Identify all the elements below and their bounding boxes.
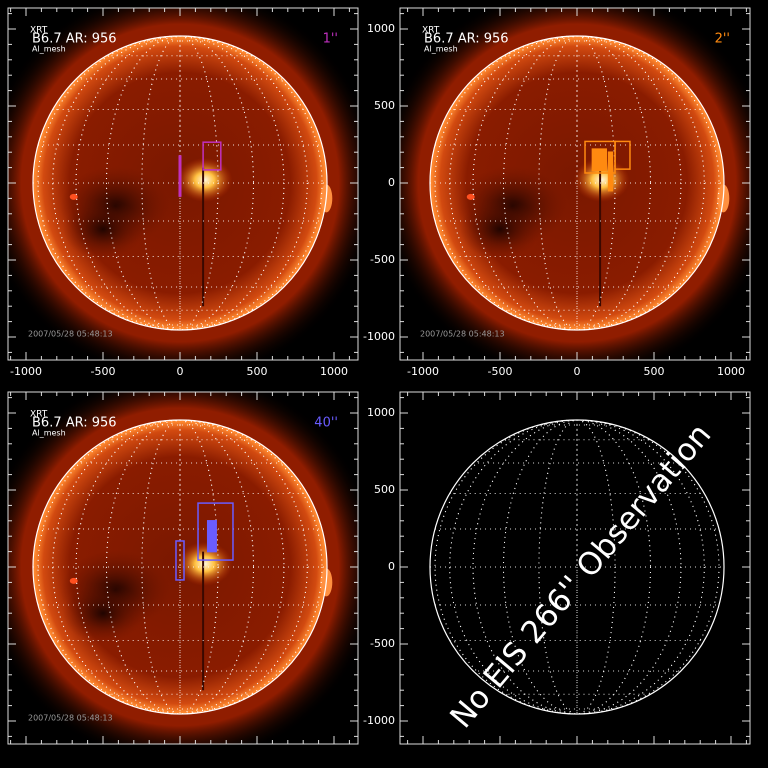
coronal-hole <box>63 583 143 644</box>
y-tick-label: 1000 <box>367 406 395 419</box>
y-tick-label: -500 <box>370 637 395 650</box>
panel: -1000 -500 0 500 1000 1000 500 0 -500 -1000 XRTB6.… <box>363 7 751 378</box>
x-tick-label: -1000 <box>10 365 42 378</box>
y-tick-label: 500 <box>374 483 395 496</box>
bright-point <box>466 193 475 200</box>
filter: Al_mesh <box>32 429 66 438</box>
frame <box>399 391 751 745</box>
frame <box>7 7 359 361</box>
filter: Al_mesh <box>424 45 458 54</box>
instrument: XRT <box>30 26 48 36</box>
no-observation: No EIS 266'' Observation <box>443 417 718 735</box>
date: 2007/05/28 05:48:13 <box>28 714 113 723</box>
x-tick-label: 500 <box>644 365 665 378</box>
eis-raster <box>197 502 234 561</box>
solar-image <box>8 8 358 360</box>
limb <box>429 419 725 715</box>
y-tick-label: -1000 <box>363 714 395 727</box>
date: 2007/05/28 05:48:13 <box>28 330 113 339</box>
x-tick-label: 0 <box>574 365 581 378</box>
x-tick-label: 500 <box>247 365 268 378</box>
x-tick-label: 0 <box>177 365 184 378</box>
eis-raster-fill <box>591 148 608 172</box>
coronal-hole <box>460 199 540 260</box>
scale: 2'' <box>715 32 730 47</box>
y-tick-label: -1000 <box>363 330 395 343</box>
bright-point <box>69 577 78 584</box>
active-region <box>176 541 233 586</box>
panel-label: B6.7 AR: 956 <box>32 32 117 47</box>
y-tick-label: 1000 <box>367 22 395 35</box>
solar-image <box>400 8 750 360</box>
eis-raster <box>175 540 185 581</box>
x-tick-label: -500 <box>488 365 513 378</box>
eis-raster-fill <box>607 151 614 192</box>
scale: 40'' <box>314 416 338 431</box>
date: 2007/05/28 05:48:13 <box>420 330 505 339</box>
frame <box>399 7 751 361</box>
active-region <box>176 157 233 202</box>
eis-raster-fill <box>206 520 217 553</box>
instrument: XRT <box>30 410 48 420</box>
y-tick-label: 0 <box>388 176 395 189</box>
eis-raster <box>614 140 631 170</box>
instrument: XRT <box>422 26 440 36</box>
panel: 1000 500 0 -500 -1000 No EIS 266'' Observatio… <box>363 391 751 745</box>
y-tick-label: -500 <box>370 253 395 266</box>
x-tick-label: 1000 <box>717 365 745 378</box>
limb <box>32 35 328 331</box>
y-tick-label: 500 <box>374 99 395 112</box>
panel-label: B6.7 AR: 956 <box>424 32 509 47</box>
x-tick-label: 1000 <box>320 365 348 378</box>
bright-point <box>69 193 78 200</box>
panel-label: B6.7 AR: 956 <box>32 416 117 431</box>
frame <box>7 391 359 745</box>
eis-raster <box>202 141 222 171</box>
x-tick-label: -1000 <box>407 365 439 378</box>
x-tick-label: -500 <box>91 365 116 378</box>
y-tick-label: 0 <box>388 560 395 573</box>
scale: 1'' <box>323 32 338 47</box>
coronal-hole <box>63 199 143 260</box>
limb <box>429 35 725 331</box>
limb <box>32 419 328 715</box>
filter: Al_mesh <box>32 45 66 54</box>
